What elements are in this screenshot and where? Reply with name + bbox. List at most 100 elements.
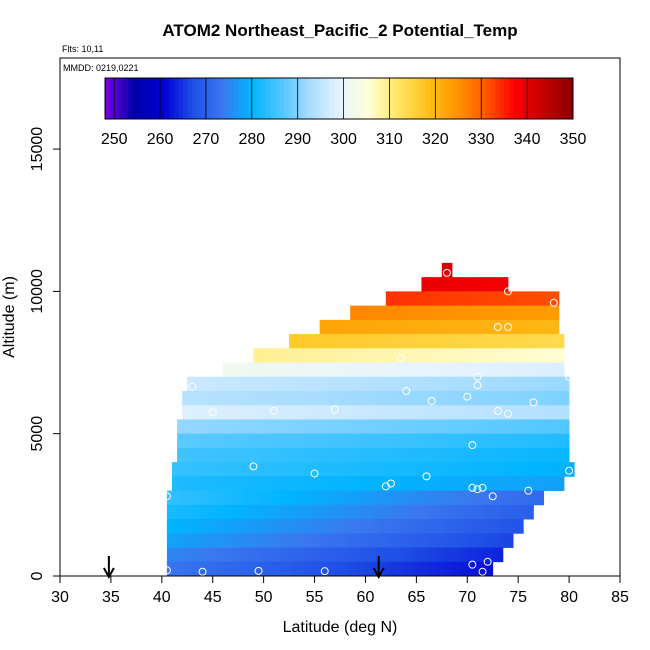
colorbar-segment xyxy=(196,78,202,119)
heat-cell xyxy=(334,462,341,477)
heat-cell xyxy=(360,376,366,392)
heat-cell xyxy=(380,334,387,349)
heat-cell xyxy=(528,419,534,435)
heat-cell xyxy=(406,504,412,520)
heat-cell xyxy=(558,376,565,392)
heat-cell xyxy=(396,462,402,477)
heat-cell xyxy=(228,419,234,435)
heat-cell xyxy=(243,519,249,534)
heat-cell xyxy=(462,305,468,321)
heat-cell xyxy=(329,547,336,563)
heat-cell xyxy=(365,376,371,392)
heat-cell xyxy=(553,291,560,307)
heat-cell xyxy=(370,447,377,463)
observation-points xyxy=(162,268,574,576)
heat-cell xyxy=(477,504,483,520)
colorbar-segment xyxy=(444,78,450,119)
heat-cell xyxy=(222,362,229,378)
heat-cell xyxy=(228,533,234,548)
heat-cell xyxy=(273,391,280,406)
heat-cell xyxy=(278,433,285,449)
colorbar-segment xyxy=(141,78,147,119)
heat-cell xyxy=(523,376,529,392)
heat-cell xyxy=(329,348,336,363)
heat-cell xyxy=(350,462,356,477)
heat-cell xyxy=(228,504,234,520)
heat-cell xyxy=(355,348,361,363)
heat-cell xyxy=(365,476,371,492)
heat-cell xyxy=(528,362,534,378)
heat-cell xyxy=(299,519,305,534)
heat-cell xyxy=(273,376,280,392)
heat-cell xyxy=(452,476,458,492)
heat-cell xyxy=(253,433,259,449)
heat-cell xyxy=(457,447,463,463)
heat-cell xyxy=(319,319,326,335)
x-axis: 30 35 40 45 50 55 60 65 70 75 80 85 xyxy=(51,576,629,606)
heat-cell xyxy=(350,519,356,534)
heat-cell xyxy=(502,319,509,335)
heat-cell xyxy=(462,348,468,363)
heat-cell xyxy=(309,490,315,506)
heat-cell xyxy=(375,348,382,363)
heat-cell xyxy=(350,476,356,492)
heat-cell xyxy=(248,362,254,378)
heat-cell xyxy=(202,433,209,449)
heat-cell xyxy=(457,376,463,392)
heat-cell xyxy=(238,419,244,435)
heat-cell xyxy=(543,391,550,406)
heat-cell xyxy=(375,476,382,492)
heat-cell xyxy=(222,490,229,506)
heat-cell xyxy=(324,376,331,392)
heat-cell xyxy=(263,476,270,492)
heat-cell xyxy=(294,334,300,349)
heat-cell xyxy=(314,348,321,363)
heat-cell xyxy=(452,291,458,307)
heat-cell xyxy=(304,405,310,420)
heat-cell xyxy=(228,391,234,406)
heat-cell xyxy=(334,504,341,520)
heat-cell xyxy=(518,433,524,449)
heat-cell xyxy=(441,334,448,349)
colorbar-tick-label: 350 xyxy=(560,131,587,148)
heat-cell xyxy=(222,561,229,577)
heat-cell xyxy=(457,462,463,477)
heat-cell xyxy=(416,362,422,378)
heat-cell xyxy=(380,533,387,548)
heat-cell xyxy=(385,447,392,463)
heat-cell xyxy=(457,305,463,321)
heat-cell xyxy=(390,291,397,307)
heat-cell xyxy=(492,348,499,363)
heat-cell xyxy=(401,547,407,563)
heat-cell xyxy=(248,476,254,492)
heat-cell xyxy=(334,433,341,449)
heat-cell xyxy=(472,462,478,477)
heat-cell xyxy=(248,419,254,435)
observation-point xyxy=(493,322,502,331)
heat-cell xyxy=(421,547,427,563)
heat-cell xyxy=(390,433,397,449)
colorbar-segment xyxy=(462,78,468,119)
heat-cell xyxy=(564,433,570,449)
observation-point xyxy=(478,567,487,576)
colorbar-frame xyxy=(104,77,574,120)
heat-cell xyxy=(350,348,356,363)
heat-cell xyxy=(299,447,305,463)
heat-cell xyxy=(441,519,448,534)
heat-cell xyxy=(477,447,483,463)
heat-cell xyxy=(365,305,371,321)
heat-cell xyxy=(426,291,433,307)
heat-cell xyxy=(263,348,270,363)
heat-cell xyxy=(518,419,524,435)
heat-cell xyxy=(497,334,504,349)
heat-cell xyxy=(553,334,560,349)
heat-cell xyxy=(370,504,377,520)
observation-point xyxy=(529,398,538,407)
heat-cell xyxy=(390,305,397,321)
heat-cell xyxy=(528,376,534,392)
heat-cell xyxy=(360,419,366,435)
heat-cell xyxy=(390,476,397,492)
heat-cell xyxy=(492,533,499,548)
heat-cell xyxy=(462,433,468,449)
heat-cell xyxy=(324,447,331,463)
